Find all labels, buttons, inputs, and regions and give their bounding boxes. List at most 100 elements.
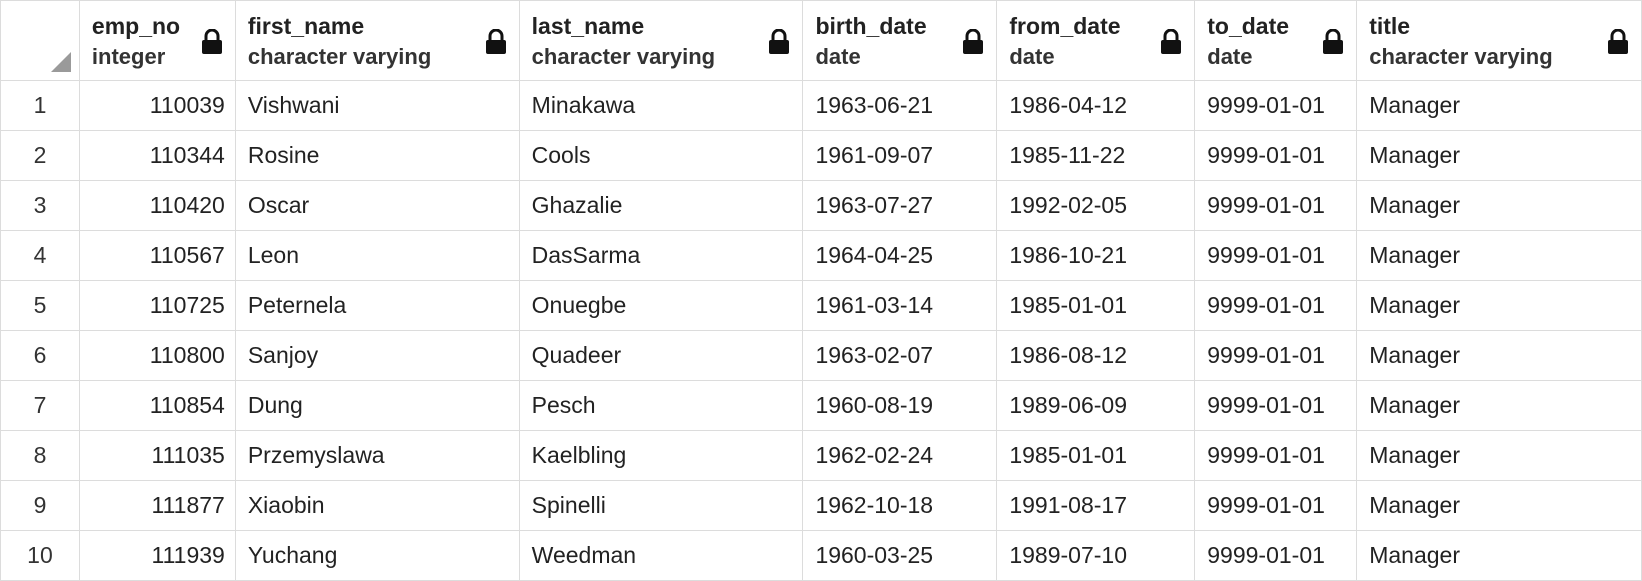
cell-emp-no[interactable]: 110800: [78, 330, 236, 381]
cell-from-date[interactable]: 1986-04-12: [996, 80, 1196, 131]
cell-first-name[interactable]: Dung: [234, 380, 520, 431]
cell-first-name[interactable]: Yuchang: [234, 530, 520, 581]
cell-to-date[interactable]: 9999-01-01: [1194, 330, 1358, 381]
column-header-to-date[interactable]: to_date date: [1194, 0, 1358, 81]
cell-first-name[interactable]: Xiaobin: [234, 480, 520, 531]
cell-title[interactable]: Manager: [1356, 230, 1642, 281]
cell-first-name[interactable]: Peternela: [234, 280, 520, 331]
cell-title[interactable]: Manager: [1356, 530, 1642, 581]
row-number[interactable]: 4: [0, 230, 80, 281]
row-number[interactable]: 10: [0, 530, 80, 581]
cell-emp-no[interactable]: 110725: [78, 280, 236, 331]
cell-first-name[interactable]: Sanjoy: [234, 330, 520, 381]
column-header-birth-date[interactable]: birth_date date: [802, 0, 998, 81]
row-number[interactable]: 6: [0, 330, 80, 381]
lock-icon: [1322, 29, 1344, 55]
cell-emp-no[interactable]: 110854: [78, 380, 236, 431]
row-number[interactable]: 9: [0, 480, 80, 531]
cell-title[interactable]: Manager: [1356, 480, 1642, 531]
cell-to-date[interactable]: 9999-01-01: [1194, 480, 1358, 531]
row-number[interactable]: 3: [0, 180, 80, 231]
cell-last-name[interactable]: Cools: [518, 130, 804, 181]
cell-from-date[interactable]: 1985-01-01: [996, 430, 1196, 481]
cell-title[interactable]: Manager: [1356, 280, 1642, 331]
column-header-last-name[interactable]: last_name character varying: [518, 0, 804, 81]
cell-from-date[interactable]: 1985-01-01: [996, 280, 1196, 331]
cell-to-date[interactable]: 9999-01-01: [1194, 430, 1358, 481]
cell-to-date[interactable]: 9999-01-01: [1194, 530, 1358, 581]
column-name: from_date: [1009, 13, 1121, 39]
column-name: birth_date: [815, 13, 927, 39]
cell-birth-date[interactable]: 1964-04-25: [802, 230, 998, 281]
cell-birth-date[interactable]: 1962-10-18: [802, 480, 998, 531]
column-header-from-date[interactable]: from_date date: [996, 0, 1196, 81]
cell-title[interactable]: Manager: [1356, 130, 1642, 181]
cell-to-date[interactable]: 9999-01-01: [1194, 230, 1358, 281]
cell-from-date[interactable]: 1989-07-10: [996, 530, 1196, 581]
row-number[interactable]: 8: [0, 430, 80, 481]
cell-last-name[interactable]: Weedman: [518, 530, 804, 581]
table-row: 9 111877 Xiaobin Spinelli 1962-10-18 199…: [0, 480, 1642, 531]
row-number[interactable]: 1: [0, 80, 80, 131]
cell-to-date[interactable]: 9999-01-01: [1194, 380, 1358, 431]
cell-first-name[interactable]: Leon: [234, 230, 520, 281]
cell-emp-no[interactable]: 110344: [78, 130, 236, 181]
column-type: character varying: [1369, 44, 1553, 69]
cell-last-name[interactable]: Quadeer: [518, 330, 804, 381]
table-row: 5 110725 Peternela Onuegbe 1961-03-14 19…: [0, 280, 1642, 331]
cell-birth-date[interactable]: 1961-03-14: [802, 280, 998, 331]
cell-title[interactable]: Manager: [1356, 430, 1642, 481]
cell-last-name[interactable]: Ghazalie: [518, 180, 804, 231]
cell-emp-no[interactable]: 111939: [78, 530, 236, 581]
cell-emp-no[interactable]: 110567: [78, 230, 236, 281]
cell-from-date[interactable]: 1992-02-05: [996, 180, 1196, 231]
cell-from-date[interactable]: 1991-08-17: [996, 480, 1196, 531]
cell-birth-date[interactable]: 1963-07-27: [802, 180, 998, 231]
cell-last-name[interactable]: Kaelbling: [518, 430, 804, 481]
column-header-title[interactable]: title character varying: [1356, 0, 1642, 81]
cell-birth-date[interactable]: 1963-02-07: [802, 330, 998, 381]
cell-birth-date[interactable]: 1963-06-21: [802, 80, 998, 131]
cell-to-date[interactable]: 9999-01-01: [1194, 280, 1358, 331]
row-number[interactable]: 7: [0, 380, 80, 431]
column-header-first-name[interactable]: first_name character varying: [234, 0, 520, 81]
cell-first-name[interactable]: Oscar: [234, 180, 520, 231]
cell-title[interactable]: Manager: [1356, 80, 1642, 131]
lock-icon: [1607, 29, 1629, 55]
cell-last-name[interactable]: DasSarma: [518, 230, 804, 281]
cell-from-date[interactable]: 1986-08-12: [996, 330, 1196, 381]
cell-last-name[interactable]: Minakawa: [518, 80, 804, 131]
cell-title[interactable]: Manager: [1356, 380, 1642, 431]
lock-icon: [962, 29, 984, 55]
table-row: 7 110854 Dung Pesch 1960-08-19 1989-06-0…: [0, 380, 1642, 431]
cell-emp-no[interactable]: 110039: [78, 80, 236, 131]
cell-birth-date[interactable]: 1962-02-24: [802, 430, 998, 481]
cell-to-date[interactable]: 9999-01-01: [1194, 80, 1358, 131]
cell-to-date[interactable]: 9999-01-01: [1194, 180, 1358, 231]
column-type: date: [815, 44, 861, 69]
select-all-corner[interactable]: [0, 0, 80, 81]
cell-emp-no[interactable]: 111877: [78, 480, 236, 531]
cell-to-date[interactable]: 9999-01-01: [1194, 130, 1358, 181]
cell-last-name[interactable]: Spinelli: [518, 480, 804, 531]
row-number[interactable]: 2: [0, 130, 80, 181]
cell-from-date[interactable]: 1989-06-09: [996, 380, 1196, 431]
column-header-emp-no[interactable]: emp_no integer: [78, 0, 236, 81]
cell-birth-date[interactable]: 1961-09-07: [802, 130, 998, 181]
cell-from-date[interactable]: 1986-10-21: [996, 230, 1196, 281]
table-row: 10 111939 Yuchang Weedman 1960-03-25 198…: [0, 530, 1642, 581]
row-number[interactable]: 5: [0, 280, 80, 331]
cell-first-name[interactable]: Rosine: [234, 130, 520, 181]
cell-emp-no[interactable]: 111035: [78, 430, 236, 481]
cell-from-date[interactable]: 1985-11-22: [996, 130, 1196, 181]
cell-birth-date[interactable]: 1960-03-25: [802, 530, 998, 581]
cell-title[interactable]: Manager: [1356, 180, 1642, 231]
cell-emp-no[interactable]: 110420: [78, 180, 236, 231]
cell-last-name[interactable]: Pesch: [518, 380, 804, 431]
cell-first-name[interactable]: Przemyslawa: [234, 430, 520, 481]
cell-birth-date[interactable]: 1960-08-19: [802, 380, 998, 431]
cell-title[interactable]: Manager: [1356, 330, 1642, 381]
cell-last-name[interactable]: Onuegbe: [518, 280, 804, 331]
cell-first-name[interactable]: Vishwani: [234, 80, 520, 131]
